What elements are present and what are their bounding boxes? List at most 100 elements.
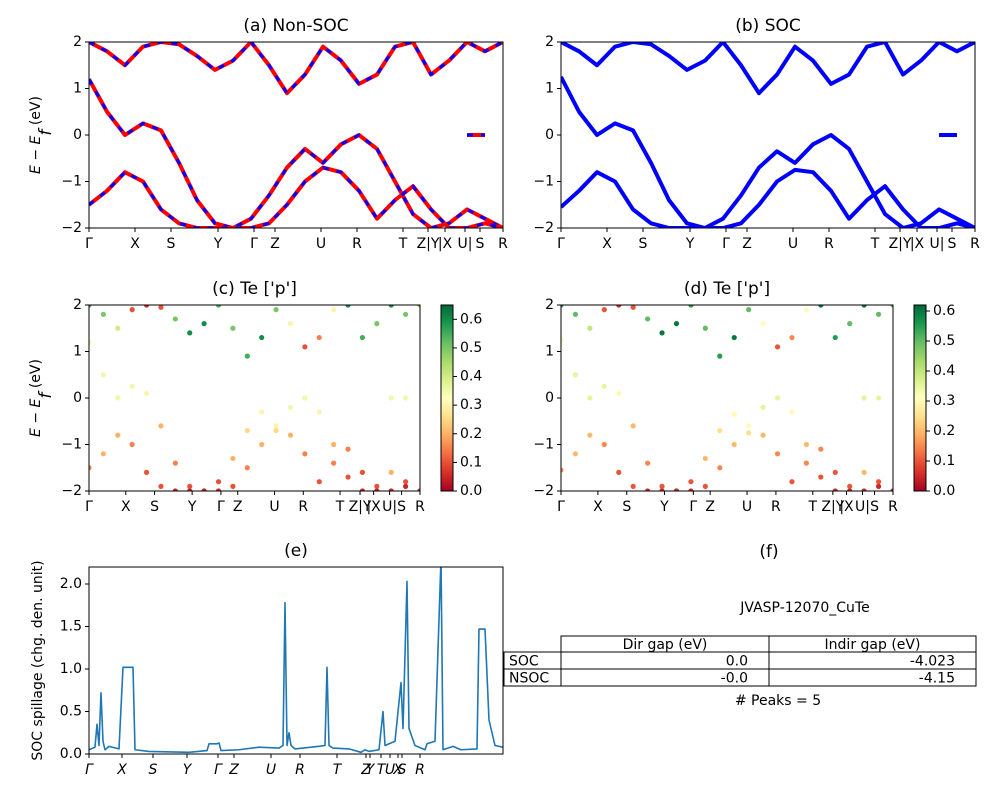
x-tick-label: R [970,236,980,252]
projection-point [244,353,250,359]
x-tick-label: Γ [214,762,223,778]
panel-title: (e) [284,541,308,561]
colorbar-tick-label: 0.1 [460,454,482,470]
table-note: # Peaks = 5 [735,693,821,709]
x-tick-label: Γ [722,236,730,252]
plot-area [89,42,503,228]
projection-point [746,307,752,313]
projection-point [818,446,824,452]
projection-point [115,325,121,331]
band-line [89,78,503,228]
y-tick-label: −2 [61,483,82,499]
projection-point [818,474,824,480]
projection-point [760,321,766,327]
y-tick-label: 2 [545,297,554,313]
colorbar [913,304,927,492]
projection-point [731,441,737,448]
projection-point [158,305,164,310]
x-tick-label: Z|Y [349,499,372,515]
colorbar-tick-label: 0.0 [460,483,482,499]
band-line-overlay [89,166,503,228]
y-axis-label-part: f [36,127,56,136]
x-tick-label: U| [458,236,473,252]
projection-point [702,325,708,331]
projection-point [143,305,150,308]
projection-point [345,474,351,480]
y-tick-label: −1 [533,174,554,190]
projection-point [172,488,178,491]
panel-title: (d) Te ['p'] [684,279,770,299]
projection-point [572,372,579,378]
projection-point [630,423,636,429]
x-tick-label: Z [228,762,239,778]
x-tick-label: S [398,762,407,778]
x-tick-label: R [415,762,425,778]
projection-point [417,305,420,308]
x-tick-label: Γ [557,236,565,252]
projection-point [374,321,380,327]
x-tick-label: S [870,499,879,515]
projection-point [302,395,308,401]
y-axis-label-part: E − E [28,135,44,173]
y-tick-label: 0 [73,127,82,143]
projection-point [100,311,106,317]
projection-point [731,334,737,341]
projection-point [847,321,853,327]
x-tick-label: Z [270,236,280,252]
x-tick-label: Γ [250,236,258,252]
x-tick-label: T [398,236,408,252]
projection-point [601,307,607,313]
x-tick-label: T [335,499,345,515]
projection-point [331,307,337,313]
x-tick-label: T [377,762,387,778]
projection-point [359,334,366,341]
projection-point [890,305,893,308]
y-tick-label: 0 [545,390,554,406]
projection-point [388,469,394,475]
plot-area [561,42,975,228]
projection-point [259,334,265,341]
plot-area [89,305,420,491]
table-cell [768,668,977,687]
y-tick-label: 1 [545,344,554,360]
x-tick-label: X [121,499,131,515]
colorbar [440,304,454,492]
projection-point [244,465,250,471]
projection-point [561,467,564,473]
projection-point [331,460,337,466]
projection-point [688,305,694,308]
x-tick-label: Z|Y [417,236,440,252]
projection-point [230,483,236,489]
x-tick-label: Z [233,499,243,515]
x-tick-label: Z [705,499,715,515]
projection-point [359,469,366,475]
x-tick-label: T [808,499,818,515]
projection-point [172,316,178,322]
projection-point [659,330,665,336]
colorbar-tick-label: 0.4 [460,369,482,385]
y-tick-label: −1 [61,437,82,453]
projection-point [215,488,222,491]
projection-point [316,479,322,485]
projection-point [746,430,752,436]
projection-point [259,409,265,415]
y-tick-label: 0 [545,127,554,143]
projection-point [316,334,322,341]
y-tick-label: −2 [533,483,554,499]
y-axis-label-part: (eV) [28,96,44,130]
projection-point [388,395,394,401]
y-tick-label: −1 [533,437,554,453]
projection-point [100,451,106,457]
y-axis-label: E − Ef (eV) [28,359,56,437]
projection-point [388,305,394,308]
projection-point [673,321,680,327]
projection-point [89,339,92,345]
row-header: SOC [509,654,539,670]
projection-point [875,479,882,485]
projection-point [616,390,622,396]
projection-point [187,330,193,336]
projection-point [717,427,723,434]
projection-point [230,455,236,462]
projection-point [774,344,781,350]
